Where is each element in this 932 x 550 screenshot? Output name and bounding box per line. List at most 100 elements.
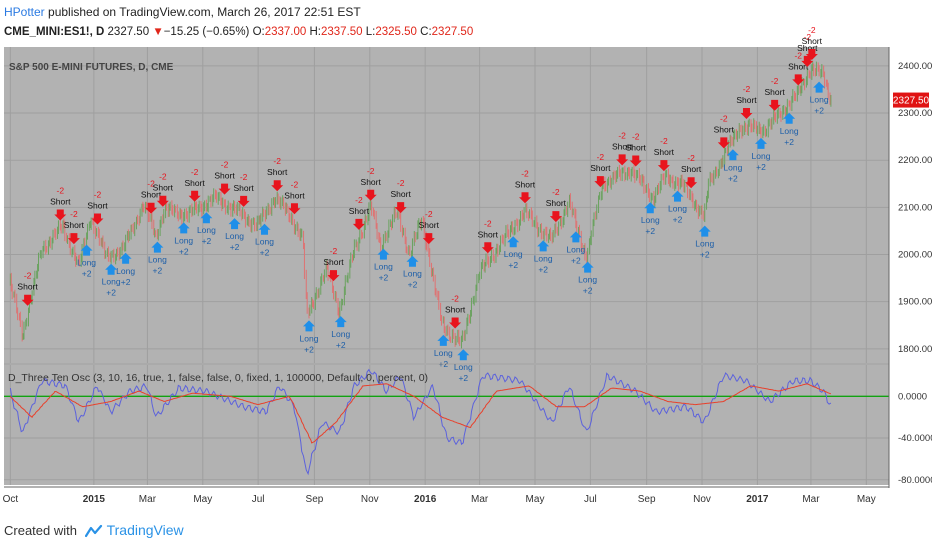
long-signal-qty: +2 xyxy=(645,226,655,236)
close-label: C: xyxy=(420,26,432,38)
long-arrow-icon xyxy=(671,190,684,202)
short-signal: Short-2 xyxy=(681,153,702,189)
short-arrow-icon xyxy=(288,203,301,215)
price-tick-label: 2200.00 xyxy=(898,155,932,166)
short-arrow-icon xyxy=(21,294,34,306)
short-signal: Short-2 xyxy=(141,179,162,214)
long-signal-qty: +2 xyxy=(571,255,581,265)
x-tick-label: Nov xyxy=(693,494,711,505)
short-signal-qty: -2 xyxy=(552,187,560,197)
short-signal-label: Short xyxy=(50,197,71,207)
short-arrow-icon xyxy=(422,233,435,245)
short-signal-label: Short xyxy=(590,163,611,173)
axes: Oct 2015 Mar May Jul Sep Nov 2016 Mar May Jul Sep No… xyxy=(3,61,932,505)
short-signal: Short-2 xyxy=(515,168,536,204)
author-link[interactable]: HPotter xyxy=(4,5,45,19)
long-signal: Long+2 xyxy=(255,223,274,258)
short-arrow-icon xyxy=(188,190,201,202)
short-signal-qty: -2 xyxy=(632,131,640,141)
long-signal-qty: +2 xyxy=(673,215,683,225)
short-signal: Short-2 xyxy=(153,172,174,207)
tradingview-brand-link[interactable]: TradingView xyxy=(106,522,184,538)
short-signal-label: Short xyxy=(788,61,809,71)
short-signal-label: Short xyxy=(361,177,382,187)
short-signal-qty: -2 xyxy=(743,84,751,94)
short-arrow-icon xyxy=(616,154,629,166)
long-signal-qty: +2 xyxy=(784,137,794,147)
short-arrow-icon xyxy=(549,211,562,223)
short-signal: Short-2 xyxy=(654,136,675,172)
long-signal: Long+2 xyxy=(566,231,586,265)
short-arrow-icon xyxy=(792,74,805,86)
long-arrow-icon xyxy=(258,223,271,235)
short-signal-qty: -2 xyxy=(808,25,816,35)
symbol-label: CME_MINI:ES1!, D xyxy=(4,26,105,38)
long-signal-qty: +2 xyxy=(179,246,189,256)
chart-area[interactable]: Short-2Short-2Short-2Long+2Short-2Long+2… xyxy=(0,0,932,515)
short-signal-qty: -2 xyxy=(804,32,812,42)
short-signal-qty: -2 xyxy=(397,178,405,188)
long-signal: Long+2 xyxy=(454,349,473,383)
short-arrow-icon xyxy=(657,160,670,172)
price-tick-label: 2100.00 xyxy=(898,202,932,213)
long-signal: Long+2 xyxy=(403,255,422,290)
x-tick-label: Jul xyxy=(584,494,597,505)
long-signal: Long+2 xyxy=(225,218,244,252)
short-arrow-icon xyxy=(67,233,80,245)
short-signal: Short-2 xyxy=(626,131,647,167)
long-arrow-icon xyxy=(581,261,594,273)
short-signal-label: Short xyxy=(390,189,411,199)
short-signal-label: Short xyxy=(654,147,675,157)
short-signal: Short-2 xyxy=(788,50,809,86)
long-signal-label: Long xyxy=(504,249,523,259)
short-signal: Short-2 xyxy=(714,113,735,149)
long-signal-label: Long xyxy=(300,333,319,343)
long-arrow-icon xyxy=(105,263,118,275)
short-signal-label: Short xyxy=(802,36,823,46)
short-arrow-icon xyxy=(801,55,814,67)
short-signal: Short-2 xyxy=(284,179,305,215)
short-signal: Short-2 xyxy=(445,293,466,329)
short-signal-qty: -2 xyxy=(484,218,492,228)
long-signal: Long+2 xyxy=(810,81,829,116)
trade-signals: Short-2Short-2Short-2Long+2Short-2Long+2… xyxy=(17,25,828,383)
oscillator-slow-line xyxy=(9,383,832,444)
oscillator-pane[interactable] xyxy=(4,365,889,485)
long-signal-label: Long xyxy=(723,162,742,172)
low-value: 2325.50 xyxy=(375,26,417,38)
short-signal: Short-2 xyxy=(478,218,499,254)
long-signal: Long+2 xyxy=(668,190,687,225)
long-signal-qty: +2 xyxy=(230,242,240,252)
short-signal-qty: -2 xyxy=(660,136,668,146)
long-signal-label: Long xyxy=(434,348,453,358)
short-signal-qty: -2 xyxy=(355,195,363,205)
long-signal-label: Long xyxy=(225,231,244,241)
short-signal-qty: -2 xyxy=(94,190,102,200)
long-arrow-icon xyxy=(755,137,768,149)
long-signal-qty: +2 xyxy=(153,266,163,276)
short-signal-label: Short xyxy=(626,142,647,152)
long-signal-qty: +2 xyxy=(304,344,314,354)
long-signal: Long+2 xyxy=(374,248,393,283)
short-signal: Short-2 xyxy=(323,246,344,282)
long-arrow-icon xyxy=(783,112,796,124)
osc-tick-label: -80.0000 xyxy=(898,475,932,486)
long-arrow-icon xyxy=(119,252,132,264)
long-arrow-icon xyxy=(406,255,419,267)
short-arrow-icon xyxy=(364,189,377,201)
short-signal-label: Short xyxy=(267,167,288,177)
long-arrow-icon xyxy=(177,222,190,234)
short-signal-qty: -2 xyxy=(291,179,299,189)
long-signal-qty: +2 xyxy=(458,373,468,383)
long-signal-qty: +2 xyxy=(700,250,710,260)
short-signal-qty: -2 xyxy=(159,172,167,182)
long-signal: Long+2 xyxy=(534,240,553,274)
long-arrow-icon xyxy=(726,149,739,161)
long-signal-label: Long xyxy=(102,277,121,287)
short-arrow-icon xyxy=(519,192,532,204)
short-signal-qty: -2 xyxy=(273,156,281,166)
last-price: 2327.50 xyxy=(107,26,150,38)
long-arrow-icon xyxy=(537,240,550,252)
short-arrow-icon xyxy=(271,180,284,192)
short-signal: Short-2 xyxy=(390,178,411,214)
